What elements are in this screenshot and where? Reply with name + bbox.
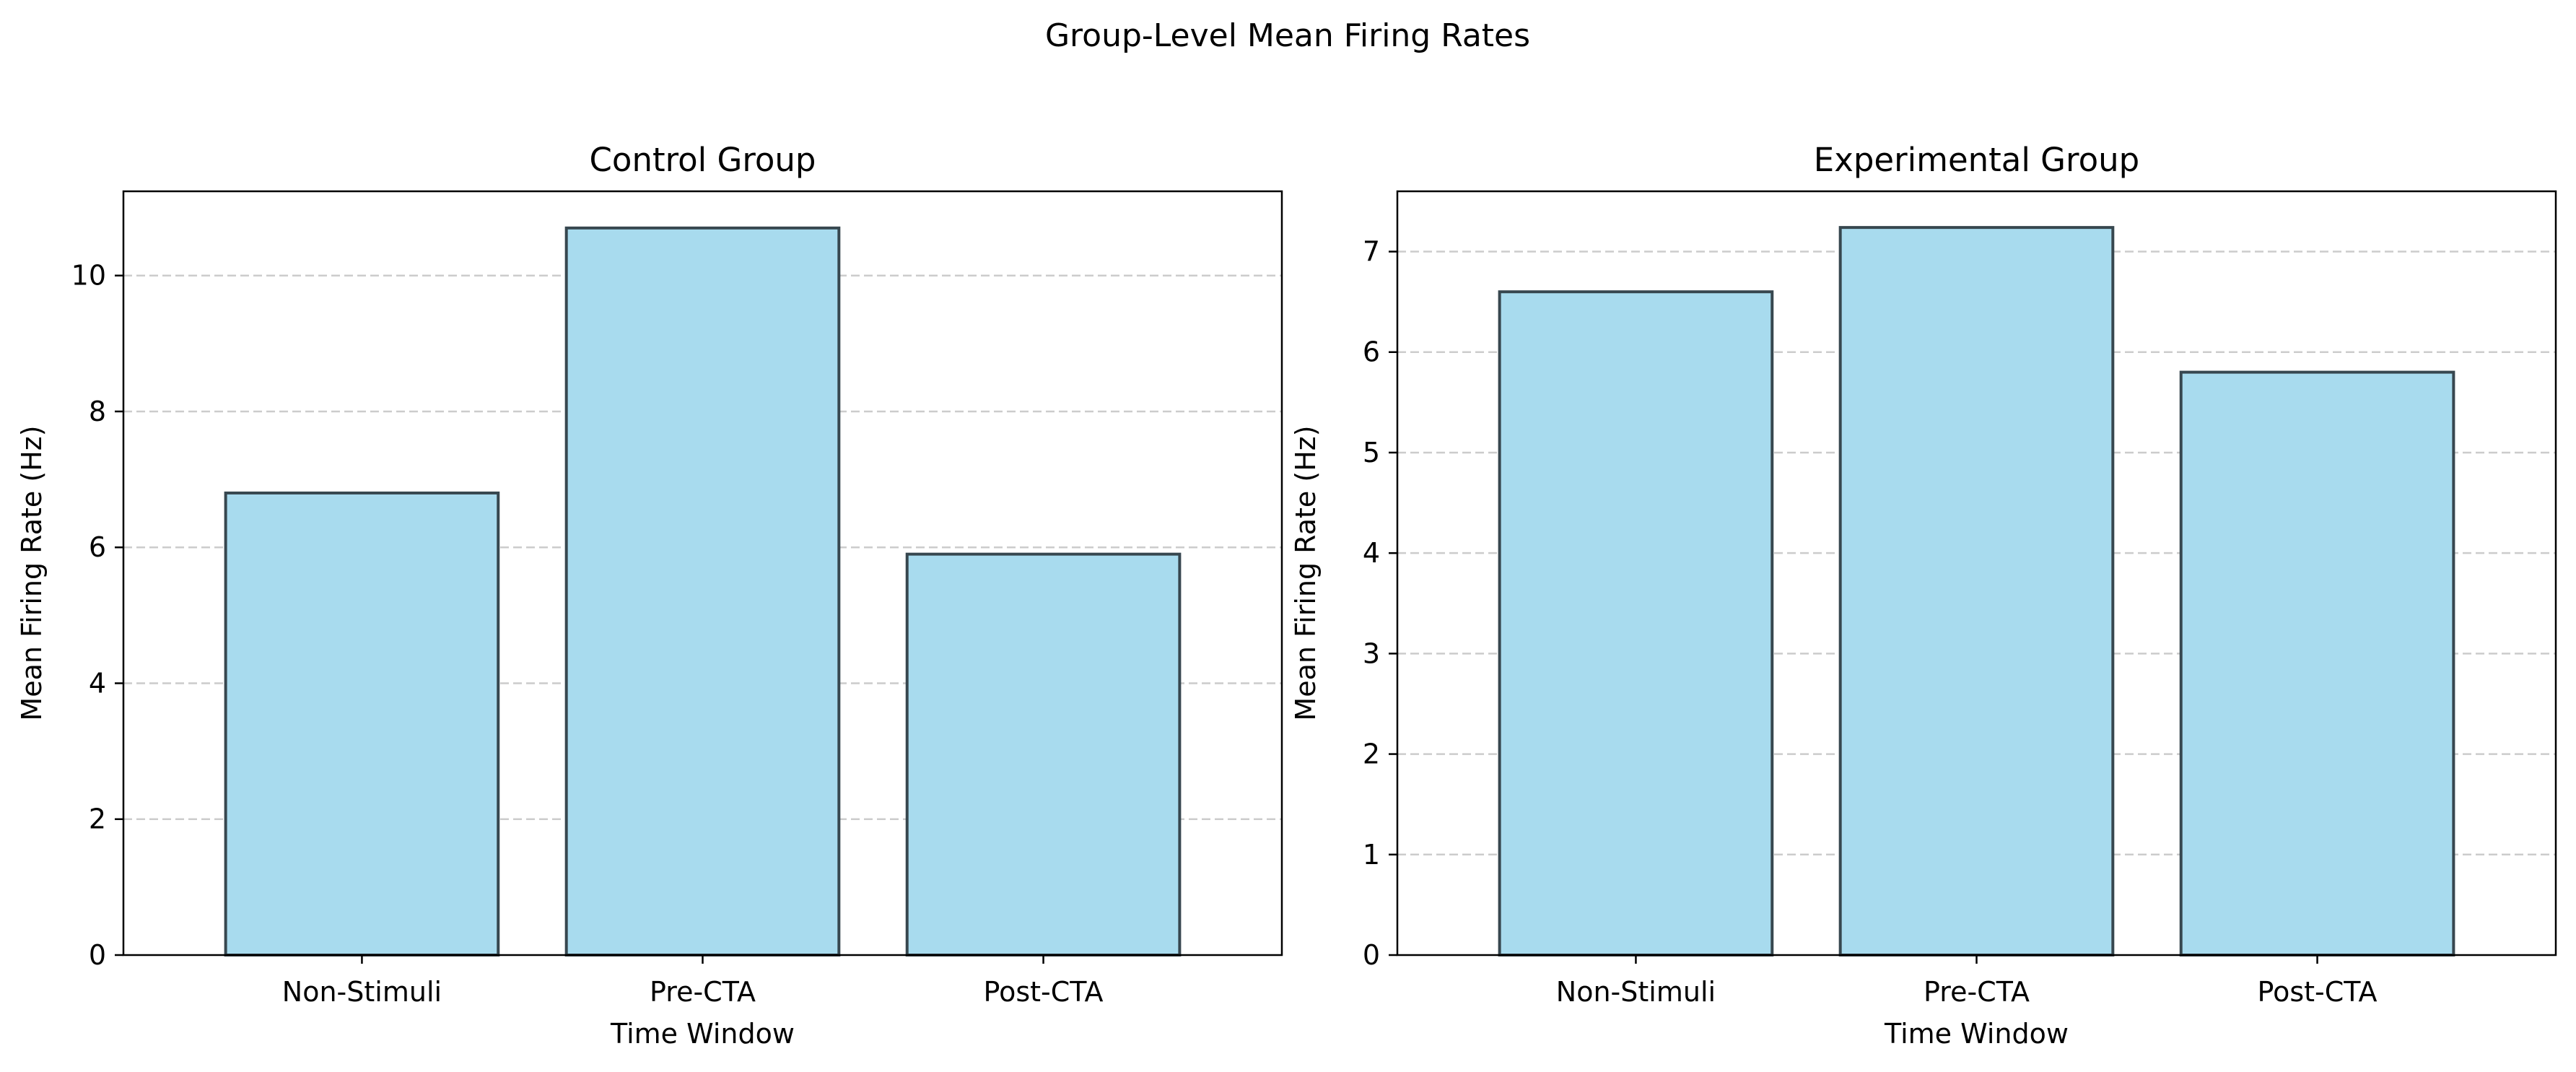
x-tick-label: Pre-CTA bbox=[650, 976, 756, 1008]
y-tick-label: 0 bbox=[89, 939, 106, 971]
y-tick-label: 0 bbox=[1363, 939, 1380, 971]
y-axis-label: Mean Firing Rate (Hz) bbox=[16, 425, 48, 720]
x-axis-label: Time Window bbox=[610, 1018, 795, 1050]
axes-frame bbox=[1396, 190, 2557, 956]
y-tick-label: 6 bbox=[89, 531, 106, 563]
panel-control: Non-Stimuli Pre-CTA Post-CTA 0 2 4 6 8 10 Control… bbox=[16, 141, 1283, 1050]
y-tick-label: 3 bbox=[1363, 637, 1380, 669]
bar-post-cta bbox=[2179, 370, 2455, 956]
x-tick-label: Pre-CTA bbox=[1924, 976, 2030, 1008]
y-tick-label: 5 bbox=[1363, 437, 1380, 469]
x-axis-label: Time Window bbox=[1884, 1018, 2069, 1050]
y-tick-label: 6 bbox=[1363, 336, 1380, 368]
y-tick-label: 2 bbox=[89, 803, 106, 835]
x-tick-label: Non-Stimuli bbox=[1556, 976, 1716, 1008]
bar-non-stimuli bbox=[224, 491, 500, 956]
x-tick-label: Post-CTA bbox=[2258, 976, 2378, 1008]
y-tick-label: 7 bbox=[1363, 236, 1380, 268]
bar-pre-cta bbox=[564, 226, 841, 957]
panel-title: Experimental Group bbox=[1814, 141, 2139, 179]
bar-non-stimuli bbox=[1498, 290, 1774, 957]
panel-experimental: Non-Stimuli Pre-CTA Post-CTA 0 1 2 3 4 5 6 7 Experi… bbox=[1290, 141, 2557, 1050]
y-tick-label: 10 bbox=[71, 260, 106, 292]
figure-suptitle: Group-Level Mean Firing Rates bbox=[1045, 17, 1530, 54]
axes-frame bbox=[122, 190, 1283, 956]
y-tick-label: 2 bbox=[1363, 738, 1380, 770]
y-tick-label: 1 bbox=[1363, 839, 1380, 871]
x-tick-label: Non-Stimuli bbox=[282, 976, 442, 1008]
bar-pre-cta bbox=[1838, 226, 2115, 956]
bar-post-cta bbox=[905, 552, 1182, 956]
x-tick-label: Post-CTA bbox=[984, 976, 1104, 1008]
y-tick-label: 4 bbox=[1363, 537, 1380, 569]
chart-panels: Non-Stimuli Pre-CTA Post-CTA0246810Control… bbox=[16, 141, 2557, 1050]
y-tick-label: 4 bbox=[89, 667, 106, 699]
panel-title: Control Group bbox=[590, 141, 816, 179]
y-tick-label: 8 bbox=[89, 396, 106, 427]
y-axis-label: Mean Firing Rate (Hz) bbox=[1290, 425, 1322, 720]
